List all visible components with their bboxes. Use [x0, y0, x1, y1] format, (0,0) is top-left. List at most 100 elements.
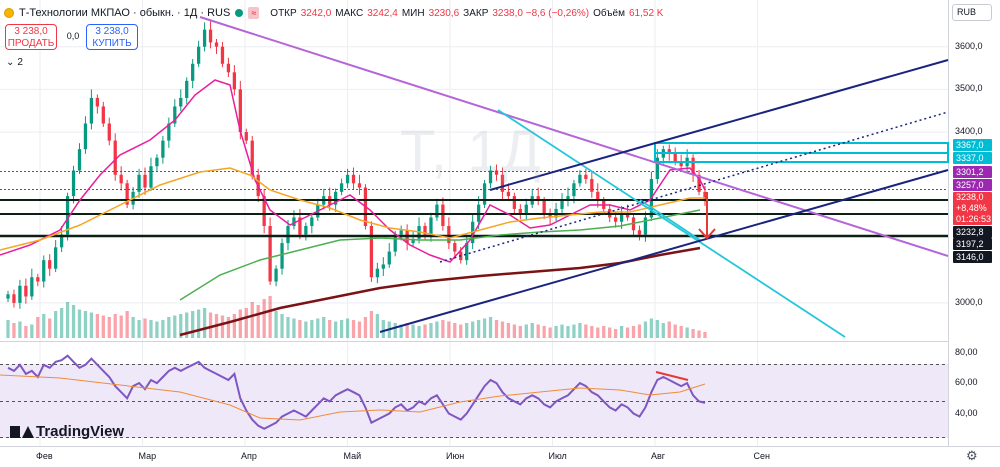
symbol-header: Т-Технологии МКПАО · обыкн. · 1Д · RUS ≈… [4, 5, 663, 21]
rsi-tick: 80,00 [955, 346, 978, 357]
candle-body [387, 251, 391, 265]
price-tick: 3000,0 [955, 296, 983, 307]
candle-body [691, 157, 695, 175]
volume-bar [411, 324, 415, 338]
buy-price: 3 238,0 [95, 26, 129, 37]
price-level-label: 3146,0 [953, 251, 992, 263]
volume-bar [155, 321, 159, 338]
candle-body [310, 217, 314, 226]
volume-bar [357, 321, 362, 338]
volume-bar [316, 318, 320, 338]
volume-bar [101, 315, 105, 338]
price-level-label: 3197,2 [953, 238, 992, 250]
candle-body [625, 213, 630, 218]
candle-body [399, 230, 403, 235]
volume-bar [30, 324, 34, 338]
volume-bar [42, 314, 46, 338]
candle-body [667, 149, 671, 154]
volume-bar [149, 320, 153, 338]
volume-bar [625, 327, 630, 338]
volume-bar [530, 323, 534, 338]
candle-body [173, 106, 177, 124]
candle-body [298, 217, 302, 235]
volume-bar [494, 320, 499, 338]
time-tick: Мар [138, 451, 157, 461]
volume-bar [465, 323, 469, 338]
sell-button[interactable]: 3 238,0 ПРОДАТЬ [5, 24, 57, 50]
gear-icon[interactable]: ⚙ [966, 448, 978, 463]
currency-selector[interactable]: RUB [952, 4, 992, 21]
symbol-title[interactable]: Т-Технологии МКПАО · обыкн. · 1Д · RUS [19, 7, 231, 19]
volume-bar [232, 314, 237, 338]
candle-body [250, 140, 254, 175]
volume-bar [649, 318, 654, 338]
grid-lines [0, 0, 948, 446]
volume-bar [506, 323, 511, 338]
price-tick: 3500,0 [955, 83, 983, 94]
candle-body [482, 183, 487, 205]
volume-bar [238, 309, 242, 338]
candle-body [703, 191, 707, 202]
tradingview-logo[interactable]: TradingView [10, 423, 124, 440]
volume-bar [423, 324, 427, 338]
volume-bar [89, 312, 94, 338]
sell-label: ПРОДАТЬ [7, 38, 55, 49]
volume-bar [12, 323, 16, 338]
volume-bar [244, 308, 248, 338]
indicators-toggle[interactable]: ⌄ 2 [6, 57, 23, 68]
candle-body [185, 80, 189, 98]
volume-bar [131, 317, 135, 338]
volume-bar [191, 311, 195, 338]
zone-3367 [654, 142, 949, 154]
volume-bar [417, 326, 421, 338]
candle-body [524, 204, 528, 214]
candle-body [494, 170, 499, 175]
volume-bar [596, 327, 600, 338]
candle-body [536, 196, 540, 201]
volume-bar [560, 324, 564, 338]
time-tick: Май [343, 451, 362, 461]
candle-body [48, 260, 52, 269]
symbol-logo-icon[interactable] [4, 8, 14, 18]
volume-bar [405, 323, 409, 338]
candle-body [292, 217, 296, 226]
ma-orange [0, 167, 705, 251]
candle-body [226, 63, 231, 73]
descending-trendline [199, 16, 949, 257]
price-level-label: 3301,2 [953, 166, 992, 178]
candle-body [54, 247, 58, 269]
candle-body [113, 140, 117, 175]
volume-bar [667, 321, 671, 338]
volume-bar [500, 321, 505, 338]
tradingview-logo-icon [10, 425, 34, 438]
volume-bar [399, 324, 403, 338]
volume-bar [125, 311, 129, 338]
volume-bar [137, 320, 141, 338]
price-level-label: 3257,0 [953, 179, 992, 191]
candle-body [232, 72, 237, 90]
volume-bar [393, 323, 397, 338]
market-status-icon[interactable] [235, 9, 244, 17]
candle-body [453, 243, 457, 252]
wave-badge-icon[interactable]: ≈ [248, 7, 260, 19]
volume-bar [590, 326, 594, 338]
candle-body [179, 97, 183, 107]
volume-bar [655, 320, 659, 338]
candle-body [214, 42, 219, 47]
volume-bar [208, 312, 213, 338]
candle-body [6, 294, 10, 299]
current-change: +8,48% [956, 203, 987, 213]
buy-button[interactable]: 3 238,0 КУПИТЬ [86, 24, 138, 50]
ohlc-key: МАКС [335, 7, 364, 19]
volume-bar [679, 326, 683, 338]
candle-body [560, 200, 564, 209]
volume-bar [572, 324, 576, 338]
current-price-label: 3238,0 +8,48% 01:26:53 [953, 192, 992, 225]
candle-body [465, 243, 469, 261]
volume-bar [453, 323, 457, 338]
volume-bar [369, 311, 374, 338]
volume-bar [292, 318, 296, 338]
candle-body [77, 149, 82, 171]
volume-bar [322, 317, 326, 338]
